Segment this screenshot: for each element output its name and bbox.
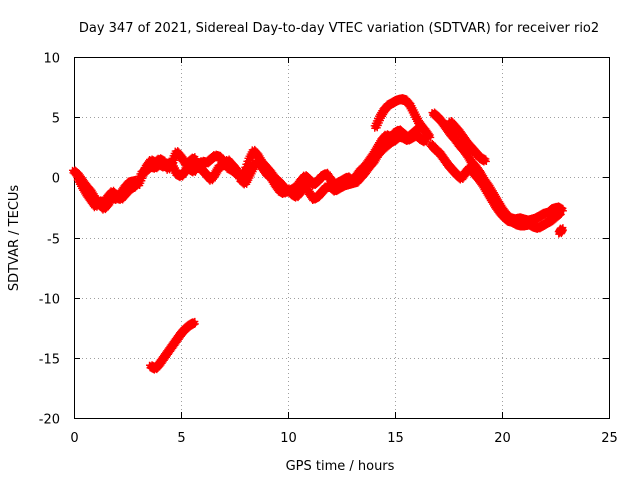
y-tick-label: -20 xyxy=(39,413,60,428)
x-tick-label: 0 xyxy=(70,431,78,446)
y-tick-label: 0 xyxy=(52,172,60,187)
y-tick-label: -15 xyxy=(39,353,60,368)
x-tick-label: 10 xyxy=(280,431,297,446)
y-tick-label: 10 xyxy=(43,52,60,67)
axis-ticks xyxy=(74,57,610,419)
x-tick-label: 25 xyxy=(601,431,618,446)
y-tick-label: -10 xyxy=(39,293,60,308)
chart-title: Day 347 of 2021, Sidereal Day-to-day VTE… xyxy=(79,21,599,36)
grid xyxy=(74,57,609,418)
x-tick-label: 20 xyxy=(494,431,511,446)
x-tick-label: 5 xyxy=(177,431,185,446)
y-tick-label: 5 xyxy=(52,112,60,127)
data-points xyxy=(69,94,567,374)
y-tick-label: -5 xyxy=(47,233,60,248)
x-tick-label: 15 xyxy=(387,431,404,446)
data-point xyxy=(425,132,433,140)
y-tick-labels: -20 -15 -10 -5 0 5 10 xyxy=(39,52,60,428)
x-tick-labels: 0 5 10 15 20 25 xyxy=(70,431,617,446)
